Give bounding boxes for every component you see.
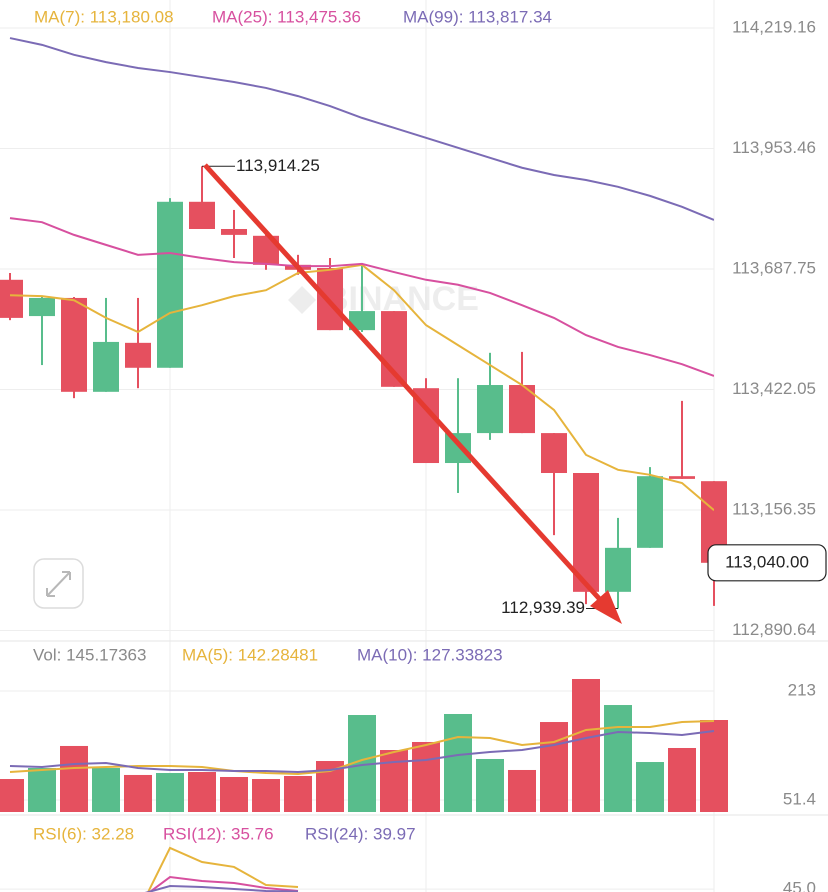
volume-bar bbox=[284, 775, 312, 812]
volume-bar bbox=[60, 745, 88, 812]
volume-bar bbox=[188, 772, 216, 812]
y-tick-label: 45.0 bbox=[783, 879, 816, 892]
y-tick-label: 113,687.75 bbox=[732, 259, 816, 278]
volume-bar bbox=[92, 768, 120, 812]
y-tick-label: 113,422.05 bbox=[732, 379, 816, 398]
legend-entry: MA(25): 113,475.36 bbox=[212, 7, 361, 26]
volume-bar bbox=[572, 678, 600, 812]
candle-body bbox=[221, 228, 247, 235]
legend-entry: MA(10): 127.33823 bbox=[357, 645, 503, 664]
current-price-box bbox=[707, 544, 827, 582]
volume-bar bbox=[700, 720, 728, 812]
watermark-logo bbox=[288, 286, 316, 314]
legend-entry: RSI(24): 39.97 bbox=[305, 824, 416, 843]
expand-button[interactable] bbox=[33, 558, 84, 609]
volume-bar bbox=[252, 779, 280, 812]
arrow-head bbox=[590, 590, 622, 624]
y-tick-label: 113,156.35 bbox=[732, 500, 816, 519]
line-series bbox=[9, 217, 714, 377]
volume-bar bbox=[540, 722, 568, 812]
y-tick-label: 114,219.16 bbox=[732, 17, 816, 36]
y-tick-label: 213 bbox=[788, 680, 816, 699]
high-label: 113,914.25 bbox=[236, 156, 320, 175]
volume-bar bbox=[508, 769, 536, 812]
current-price-label: 113,040.00 bbox=[725, 552, 809, 571]
candle-body bbox=[157, 201, 183, 368]
candle-body bbox=[605, 547, 631, 592]
legend-entry: MA(5): 142.28481 bbox=[182, 645, 318, 664]
candle-body bbox=[445, 433, 471, 464]
candle-body bbox=[349, 311, 375, 331]
volume-bar bbox=[636, 762, 664, 812]
candle-body bbox=[541, 433, 567, 474]
arrow-line bbox=[203, 163, 607, 607]
volume-bar bbox=[412, 741, 440, 812]
candle-body bbox=[61, 297, 87, 392]
line-series bbox=[9, 37, 714, 221]
candle-body bbox=[189, 201, 215, 229]
volume-bar bbox=[28, 768, 56, 812]
volume-bar bbox=[668, 747, 696, 812]
y-tick-label: 51.4 bbox=[783, 789, 816, 808]
line-series bbox=[144, 885, 299, 892]
candle-body bbox=[637, 476, 663, 548]
legend-entry: Vol: 145.17363 bbox=[33, 645, 146, 664]
legend-entry: MA(99): 113,817.34 bbox=[403, 7, 552, 26]
y-tick-label: 113,953.46 bbox=[732, 138, 816, 157]
line-series bbox=[148, 875, 299, 892]
volume-bar bbox=[220, 776, 248, 812]
candle-body bbox=[669, 476, 695, 479]
volume-bar bbox=[0, 779, 24, 812]
candle-body bbox=[477, 385, 503, 434]
candle-body bbox=[125, 342, 151, 368]
volume-bar bbox=[444, 713, 472, 812]
line-series bbox=[147, 846, 299, 892]
y-tick-label: 112,890.64 bbox=[732, 620, 816, 639]
candle-body bbox=[0, 279, 23, 318]
low-label: 112,939.39 bbox=[501, 598, 585, 617]
legend-entry: RSI(12): 35.76 bbox=[163, 824, 274, 843]
legend-entry: MA(7): 113,180.08 bbox=[34, 7, 174, 26]
expand-icon[interactable] bbox=[46, 571, 71, 597]
volume-bar bbox=[604, 705, 632, 812]
volume-bar bbox=[476, 758, 504, 812]
candle-body bbox=[29, 297, 55, 317]
line-series bbox=[9, 730, 715, 774]
volume-bar bbox=[380, 750, 408, 812]
candle-body bbox=[93, 341, 119, 392]
trend-arrow bbox=[203, 163, 622, 624]
legend-entry: RSI(6): 32.28 bbox=[33, 824, 134, 843]
volume-bar bbox=[156, 773, 184, 812]
volume-bar bbox=[124, 774, 152, 812]
